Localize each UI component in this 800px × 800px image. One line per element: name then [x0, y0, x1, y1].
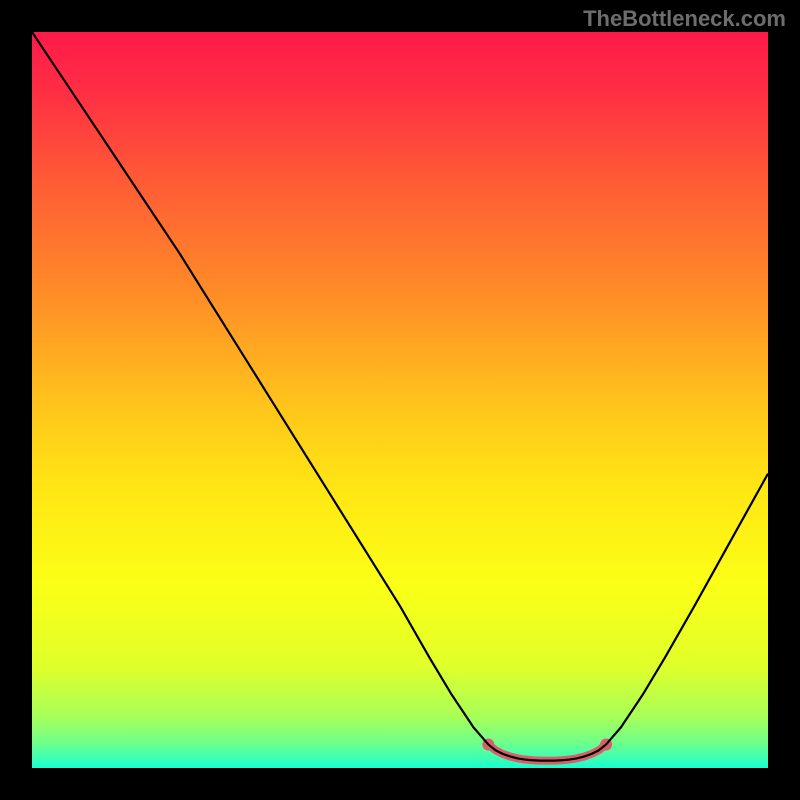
plot-area [32, 32, 768, 768]
chart-svg [32, 32, 768, 768]
chart-frame: TheBottleneck.com [0, 0, 800, 800]
watermark-text: TheBottleneck.com [583, 6, 786, 32]
gradient-background [32, 32, 768, 768]
